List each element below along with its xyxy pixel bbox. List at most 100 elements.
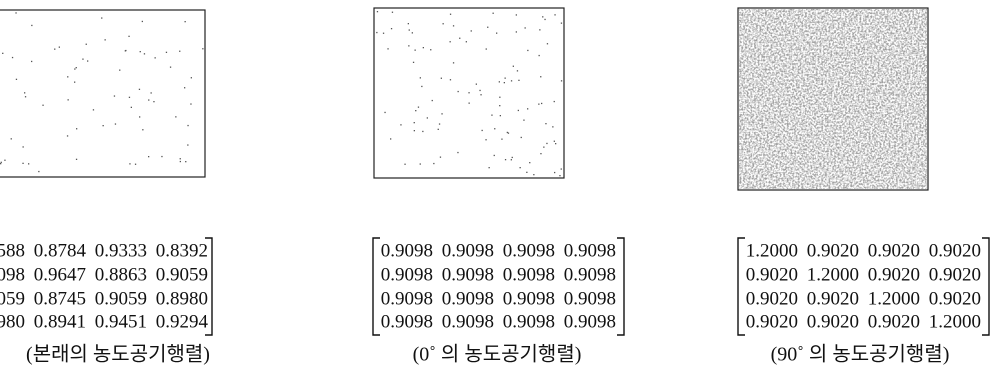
matrix-cell: 0.8980 <box>156 288 208 309</box>
speckle <box>525 27 526 28</box>
speckle <box>155 57 156 58</box>
speckle <box>76 159 77 160</box>
speckle <box>22 163 23 164</box>
speckle <box>74 82 75 83</box>
speckle <box>12 57 13 58</box>
matrix-cell: 0.9098 <box>381 264 433 285</box>
speckle <box>496 33 497 34</box>
matrix-cell: 1.2000 <box>868 288 920 309</box>
speckle <box>438 129 439 130</box>
speckle <box>184 87 185 88</box>
speckle <box>139 89 140 90</box>
speckle <box>409 29 410 30</box>
speckle <box>408 23 409 24</box>
speckle <box>439 123 440 124</box>
speckle <box>533 174 534 175</box>
matrix-cell: 0.9020 <box>746 311 798 332</box>
speckle <box>518 80 519 81</box>
speckle <box>544 19 545 20</box>
speckle <box>554 101 555 102</box>
speckle <box>499 105 500 106</box>
speckle <box>129 163 130 164</box>
speckle <box>129 97 130 98</box>
speckle <box>202 48 203 49</box>
speckle <box>31 25 32 26</box>
speckle <box>561 23 562 24</box>
speckle <box>415 50 416 51</box>
matrix-cell: 1.2000 <box>746 240 798 261</box>
matrix-cell: 0.9647 <box>34 264 86 285</box>
speckle <box>15 12 16 13</box>
caption: (90˚ 의 농도공기행렬) <box>771 343 950 366</box>
speckle <box>458 91 459 92</box>
speckle <box>505 159 506 160</box>
speckle <box>489 167 490 168</box>
speckle <box>482 130 483 131</box>
speckle <box>139 116 140 117</box>
matrix-cell: 0.8392 <box>156 240 208 261</box>
speckle <box>469 103 470 104</box>
speckle <box>561 168 562 169</box>
speckle <box>404 164 405 165</box>
speckle <box>521 137 522 138</box>
matrix-cell: 0.9098 <box>442 311 494 332</box>
speckle <box>28 163 29 164</box>
matrix-cell: 0.9098 <box>564 288 616 309</box>
speckle <box>541 103 542 104</box>
speckle <box>25 96 26 97</box>
speckle <box>376 32 377 33</box>
matrix-cell: 0.9020 <box>807 288 859 309</box>
speckle <box>144 53 145 54</box>
matrix-cell: 0.9098 <box>503 240 555 261</box>
speckle <box>529 162 530 163</box>
speckle <box>413 62 414 63</box>
speckle <box>86 44 87 45</box>
speckle <box>554 14 555 15</box>
matrix-cell: 0.9059 <box>95 288 147 309</box>
matrix-cell: 0.9020 <box>929 288 981 309</box>
speckle <box>513 66 514 67</box>
speckle <box>0 163 1 164</box>
speckle <box>142 21 143 22</box>
speckle <box>391 28 392 29</box>
speckle <box>453 25 454 26</box>
speckle <box>148 156 149 157</box>
speckle <box>494 128 495 129</box>
speckle <box>420 163 421 164</box>
matrix-cell: 1.2000 <box>929 311 981 332</box>
matrix-cell: 0.9098 <box>381 240 433 261</box>
speckle <box>148 99 149 100</box>
speckle <box>493 13 494 14</box>
speckle <box>511 80 512 81</box>
speckle <box>527 108 528 109</box>
matrix-cell: 0.8941 <box>34 311 86 332</box>
matrix-cell: 0.9098 <box>381 288 433 309</box>
speckle <box>400 124 401 125</box>
speckle <box>390 138 391 139</box>
speckle <box>486 48 487 49</box>
speckle <box>414 130 415 131</box>
speckle <box>430 49 431 50</box>
speckle <box>170 67 171 68</box>
matrix-cell: 0.9098 <box>503 288 555 309</box>
speckle <box>42 105 43 106</box>
speckle <box>554 141 555 142</box>
speckle <box>161 156 162 157</box>
speckle <box>459 38 460 39</box>
speckle <box>142 129 143 130</box>
matrix-cell: 0.9020 <box>746 264 798 285</box>
matrix-cell: 0.9020 <box>929 240 981 261</box>
matrix-cell: 0.9098 <box>564 311 616 332</box>
speckle <box>471 30 472 31</box>
speckle <box>432 100 433 101</box>
speckle <box>179 51 180 52</box>
speckle <box>115 123 116 124</box>
matrix-cell: 0.8863 <box>95 264 147 285</box>
speckle <box>466 41 467 42</box>
figure: 35880.87840.93330.839290980.96470.88630.… <box>0 0 998 380</box>
speckle <box>128 36 129 37</box>
matrix-cell: 0.9098 <box>503 264 555 285</box>
speckle <box>516 31 517 32</box>
speckle <box>457 152 458 153</box>
speckle <box>453 62 454 63</box>
